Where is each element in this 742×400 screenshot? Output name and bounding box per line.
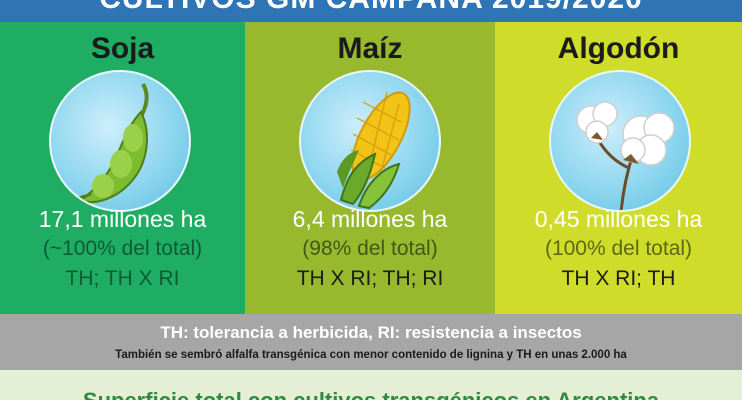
corn-cob-icon bbox=[299, 70, 441, 212]
crop-share: (98% del total) bbox=[302, 237, 438, 260]
legend-note: También se sembró alfalfa transgénica co… bbox=[115, 349, 627, 361]
cotton-boll-icon bbox=[549, 70, 691, 212]
crop-area: 6,4 millones ha bbox=[292, 206, 448, 232]
crop-panel-soja: Soja 17,1 millones ha (~100% del total) … bbox=[0, 22, 245, 314]
legend-bar: TH: tolerancia a herbicida, RI: resisten… bbox=[0, 314, 742, 370]
crop-traits: TH; TH X RI bbox=[65, 267, 180, 290]
crop-name: Algodón bbox=[557, 32, 680, 65]
crop-panel-maiz: Maíz 6,4 millones ha (98% del total) TH … bbox=[245, 22, 495, 314]
crop-name: Maíz bbox=[337, 32, 403, 65]
soybean-pod-icon bbox=[49, 70, 191, 212]
crop-traits: TH X RI; TH; RI bbox=[296, 267, 444, 290]
crop-area: 17,1 millones ha bbox=[38, 206, 207, 232]
crop-panel-algodon: Algodón 0,45 millones ha (100% del total… bbox=[495, 22, 742, 314]
legend-definitions: TH: tolerancia a herbicida, RI: resisten… bbox=[160, 323, 582, 342]
crop-name: Soja bbox=[90, 32, 155, 65]
crop-traits: TH X RI; TH bbox=[561, 267, 676, 290]
footer-bar: Superficie total con cultivos transgénic… bbox=[0, 370, 742, 400]
header-title: CULTIVOS GM CAMPAÑA 2019/2020 bbox=[0, 0, 742, 16]
header-bar: CULTIVOS GM CAMPAÑA 2019/2020 bbox=[0, 0, 742, 22]
crop-share: (100% del total) bbox=[544, 237, 693, 260]
crop-area: 0,45 millones ha bbox=[534, 206, 703, 232]
footer-title: Superficie total con cultivos transgénic… bbox=[0, 388, 742, 400]
crop-share: (~100% del total) bbox=[42, 237, 203, 260]
